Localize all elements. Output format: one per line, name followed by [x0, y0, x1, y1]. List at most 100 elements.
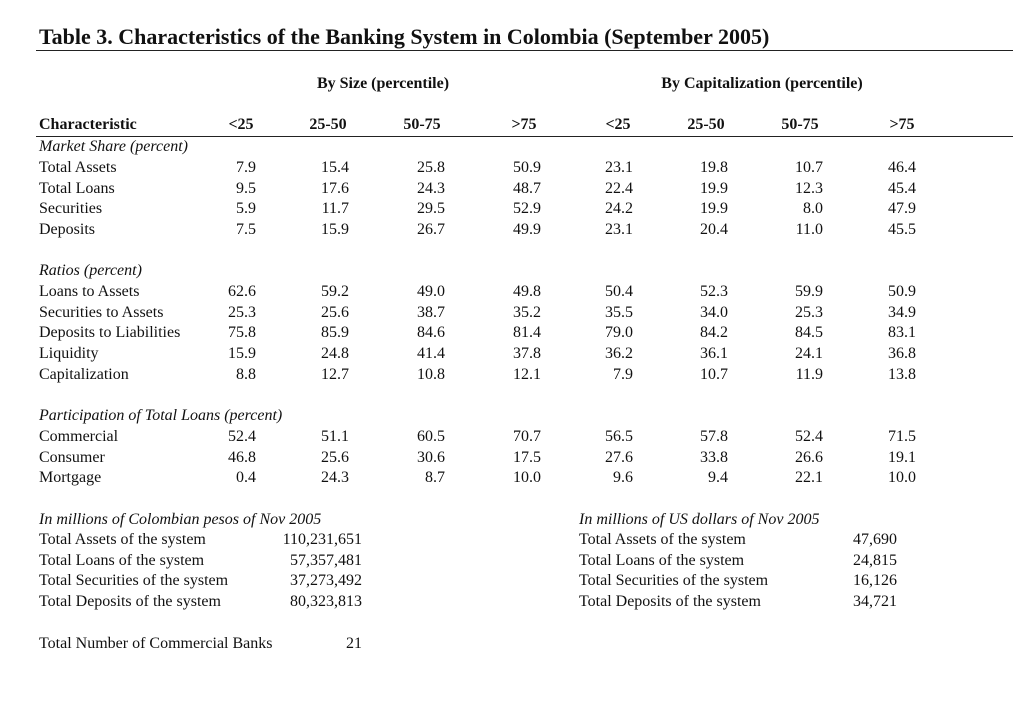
cell: 29.5 — [417, 200, 445, 218]
totals-label: Total Deposits of the system — [39, 593, 221, 611]
cell: 46.4 — [888, 159, 916, 176]
cell: 59.9 — [795, 283, 823, 300]
cell: 52.9 — [513, 200, 541, 218]
row-label: Mortgage — [39, 469, 102, 487]
cell: 9.5 — [236, 179, 256, 197]
row-label: Liquidity — [39, 345, 99, 363]
cell: 84.2 — [700, 324, 728, 342]
totals-value: 110,231,651 — [282, 531, 362, 548]
cell: 30.6 — [417, 448, 445, 466]
bank-count-value: 21 — [346, 635, 362, 652]
column-header: >75 — [511, 116, 537, 133]
cell: 36.1 — [700, 345, 728, 363]
cell: 15.9 — [228, 345, 256, 363]
cell: 7.9 — [613, 365, 633, 383]
cell: 36.8 — [888, 345, 916, 363]
totals-heading: In millions of Colombian pesos of Nov 20… — [39, 511, 322, 528]
cell: 24.1 — [795, 345, 823, 363]
totals-label: Total Deposits of the system — [579, 593, 761, 611]
cell: 52.4 — [228, 428, 256, 445]
cell: 52.4 — [795, 428, 823, 445]
cell: 50.9 — [888, 283, 916, 300]
cell: 47.9 — [888, 200, 916, 218]
cell: 83.1 — [888, 324, 916, 342]
row-label: Securities — [39, 200, 103, 218]
cell: 79.0 — [605, 324, 633, 342]
cell: 23.1 — [605, 159, 633, 176]
cell: 13.8 — [888, 365, 916, 383]
cell: 19.1 — [888, 448, 916, 466]
cell: 10.7 — [700, 365, 728, 383]
cell: 24.8 — [321, 345, 349, 363]
cell: 45.4 — [888, 179, 916, 197]
cell: 48.7 — [513, 179, 541, 197]
cell: 34.0 — [700, 303, 728, 321]
cell: 15.4 — [321, 159, 349, 176]
cell: 81.4 — [513, 324, 541, 342]
totals-label: Total Loans of the system — [39, 551, 205, 569]
cell: 49.8 — [513, 283, 541, 300]
cell: 35.2 — [513, 303, 541, 321]
cell: 17.6 — [321, 179, 349, 197]
cell: 10.7 — [795, 159, 823, 176]
column-header: Characteristic — [39, 116, 137, 133]
row-label: Total Loans — [39, 179, 115, 197]
totals-value: 80,323,813 — [290, 593, 362, 611]
cell: 70.7 — [513, 428, 541, 445]
column-group: By Capitalization (percentile) — [661, 75, 863, 92]
table-title: Table 3. Characteristics of the Banking … — [39, 24, 770, 49]
totals-value: 24,815 — [853, 551, 897, 569]
cell: 50.9 — [513, 159, 541, 176]
cell: 19.9 — [700, 179, 728, 197]
cell: 46.8 — [228, 448, 256, 466]
cell: 84.5 — [795, 324, 823, 342]
cell: 50.4 — [605, 283, 633, 300]
cell: 12.7 — [321, 365, 349, 383]
section-heading: Ratios (percent) — [39, 262, 142, 279]
totals-value: 34,721 — [853, 593, 897, 611]
cell: 12.3 — [795, 179, 823, 197]
cell: 15.9 — [321, 221, 349, 239]
cell: 59.2 — [321, 283, 349, 300]
header-rule — [36, 136, 1013, 137]
cell: 35.5 — [605, 303, 633, 321]
row-label: Securities to Assets — [39, 303, 164, 321]
cell: 12.1 — [513, 365, 541, 383]
cell: 10.0 — [888, 469, 916, 487]
cell: 10.0 — [513, 469, 541, 487]
cell: 5.9 — [236, 200, 256, 218]
cell: 38.7 — [417, 303, 445, 321]
cell: 19.9 — [700, 200, 728, 218]
cell: 49.0 — [417, 283, 445, 300]
section-heading: Market Share (percent) — [39, 138, 188, 155]
cell: 22.4 — [605, 179, 633, 197]
column-header: 25-50 — [687, 116, 725, 133]
cell: 25.3 — [228, 303, 256, 321]
cell: 20.4 — [700, 221, 728, 239]
row-label: Consumer — [39, 448, 105, 466]
cell: 8.0 — [803, 200, 823, 218]
cell: 24.2 — [605, 200, 633, 218]
bank-count-label: Total Number of Commercial Banks — [39, 635, 273, 652]
column-header: 50-75 — [403, 116, 441, 133]
totals-heading: In millions of US dollars of Nov 2005 — [579, 511, 820, 528]
cell: 19.8 — [700, 159, 728, 176]
column-header: 50-75 — [781, 116, 819, 133]
cell: 22.1 — [795, 469, 823, 487]
cell: 8.7 — [425, 469, 445, 487]
cell: 7.5 — [236, 221, 256, 239]
row-label: Deposits — [39, 221, 95, 239]
cell: 27.6 — [605, 448, 633, 466]
cell: 85.9 — [321, 324, 349, 342]
totals-label: Total Securities of the system — [39, 572, 229, 590]
cell: 11.7 — [321, 200, 349, 218]
cell: 24.3 — [321, 469, 349, 487]
row-label: Deposits to Liabilities — [39, 324, 181, 342]
totals-label: Total Securities of the system — [579, 572, 769, 590]
cell: 57.8 — [700, 428, 728, 445]
cell: 26.7 — [417, 221, 445, 239]
cell: 25.3 — [795, 303, 823, 321]
cell: 34.9 — [888, 303, 916, 321]
column-header: 25-50 — [309, 116, 347, 133]
